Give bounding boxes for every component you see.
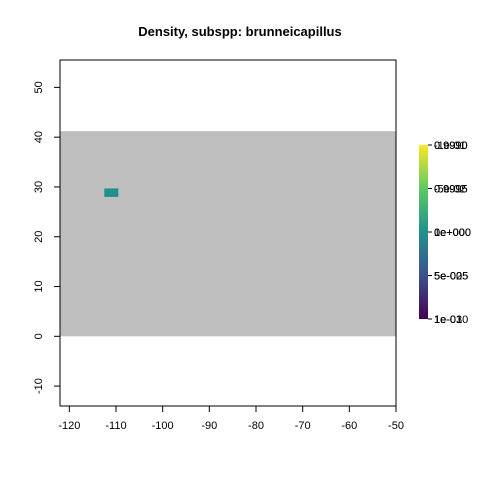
y-axis: -10 0 10 20 30 40 50 (33, 81, 61, 394)
colorbar-label: -1e-01 (434, 140, 466, 152)
colorbar-label: 1e-010 (434, 314, 468, 326)
y-tick-label: 40 (33, 131, 45, 143)
x-tick-label: -90 (201, 420, 217, 432)
x-tick-label: -120 (58, 420, 80, 432)
chart-title: Density, subspp: brunneicapillus (138, 24, 341, 39)
colorbar-label: 1e+000 (434, 227, 471, 239)
x-tick-label: -50 (388, 420, 404, 432)
y-tick-label: -10 (33, 378, 45, 394)
colorbar-label: 1e-01 (434, 314, 462, 326)
x-tick-label: -70 (295, 420, 311, 432)
raster-cell (104, 188, 119, 197)
colorbar-label: 0.9990 (434, 140, 468, 152)
plot-area (59, 59, 397, 407)
y-tick-label: 0 (33, 333, 45, 339)
colorbar-label: 1e-03 (434, 314, 462, 326)
y-tick-label: 20 (33, 231, 45, 243)
raster-background (60, 131, 396, 337)
x-tick-label: -60 (341, 420, 357, 432)
colorbar-label: 5e-02 (434, 271, 462, 283)
y-tick-label: 30 (33, 181, 45, 193)
y-tick-label: 10 (33, 280, 45, 292)
colorbar-label: 5e-005 (434, 271, 468, 283)
colorbar-label: 0e+00 (434, 227, 465, 239)
x-tick-label: -110 (105, 420, 126, 432)
colorbar-label: 0.9990 (434, 140, 468, 152)
colorbar-ramp (419, 145, 428, 319)
colorbar-label: 5e-005 (434, 271, 468, 283)
x-tick-label: -100 (152, 420, 174, 432)
x-tick-label: -80 (248, 420, 264, 432)
y-tick-label: 50 (33, 81, 45, 93)
colorbar-label: -5e-02 (434, 184, 466, 196)
colorbar-label: 0e+000 (434, 227, 471, 239)
colorbar-label: 0.9995 (434, 184, 468, 196)
x-axis: -120 -110 -100 -90 -80 -70 -60 -50 (58, 405, 404, 432)
colorbar-label: 0.9995 (434, 184, 468, 196)
colorbar-legend: 1e-011e-031e-0105e-025e-0055e-0050e+001e… (419, 140, 471, 326)
